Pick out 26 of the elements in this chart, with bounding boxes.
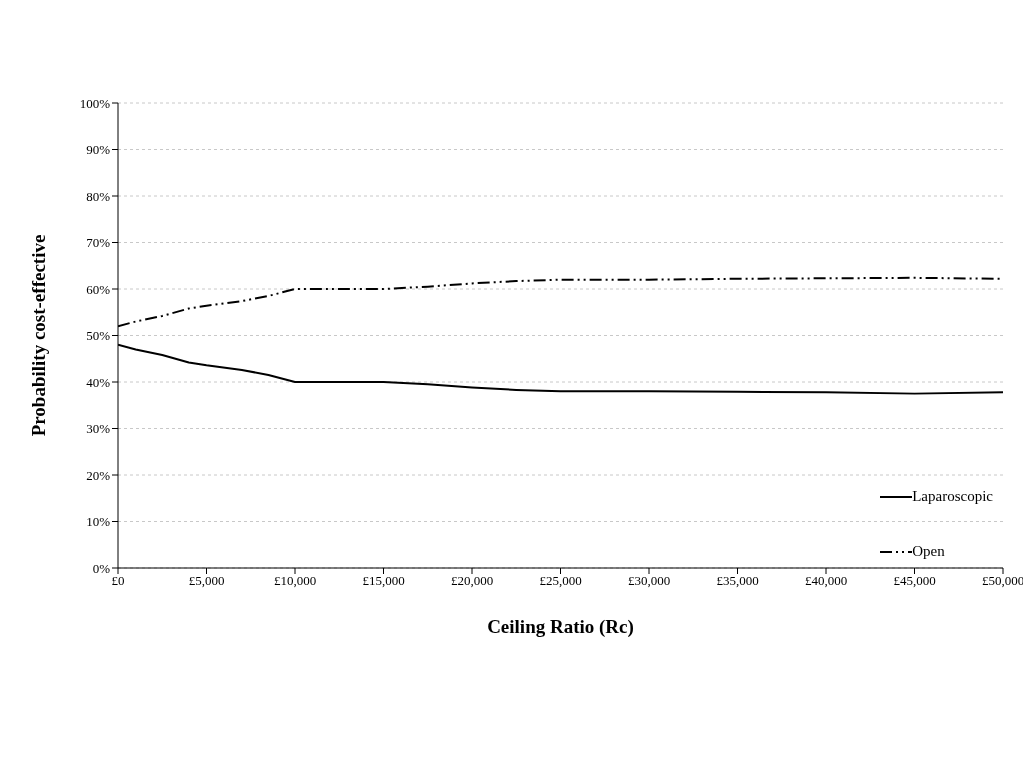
x-tick-label: £20,000	[450, 573, 494, 589]
y-tick-label: 80%	[86, 188, 111, 204]
y-tick-label: 10%	[86, 514, 111, 530]
y-axis-title: Probability cost-effective	[27, 234, 49, 437]
x-tick-label: £30,000	[627, 573, 671, 589]
y-tick-label: 100%	[79, 95, 111, 111]
legend-label: Open	[912, 543, 945, 560]
x-tick-label: £10,000	[273, 573, 317, 589]
x-tick-label: £0	[111, 573, 125, 589]
y-tick-label: 70%	[86, 235, 111, 251]
x-tick-label: £15,000	[362, 573, 405, 589]
legend-label: Laparoscopic	[912, 488, 993, 505]
y-tick-label: 30%	[86, 421, 111, 437]
x-axis-title: Ceiling Ratio (Rc)	[487, 616, 634, 638]
y-tick-label: 60%	[86, 281, 111, 297]
y-tick-label: 40%	[86, 374, 111, 390]
y-tick-label: 0%	[92, 560, 111, 576]
y-tick-label: 20%	[86, 467, 111, 483]
x-tick-label: £35,000	[716, 573, 759, 589]
x-tick-label: £40,000	[804, 573, 848, 589]
x-tick-label: £45,000	[893, 573, 936, 589]
y-tick-label: 50%	[86, 328, 111, 344]
x-tick-label: £5,000	[188, 573, 225, 589]
x-tick-label: £25,000	[539, 573, 582, 589]
x-tick-label: £50,000	[981, 573, 1025, 589]
y-tick-label: 90%	[86, 142, 111, 158]
